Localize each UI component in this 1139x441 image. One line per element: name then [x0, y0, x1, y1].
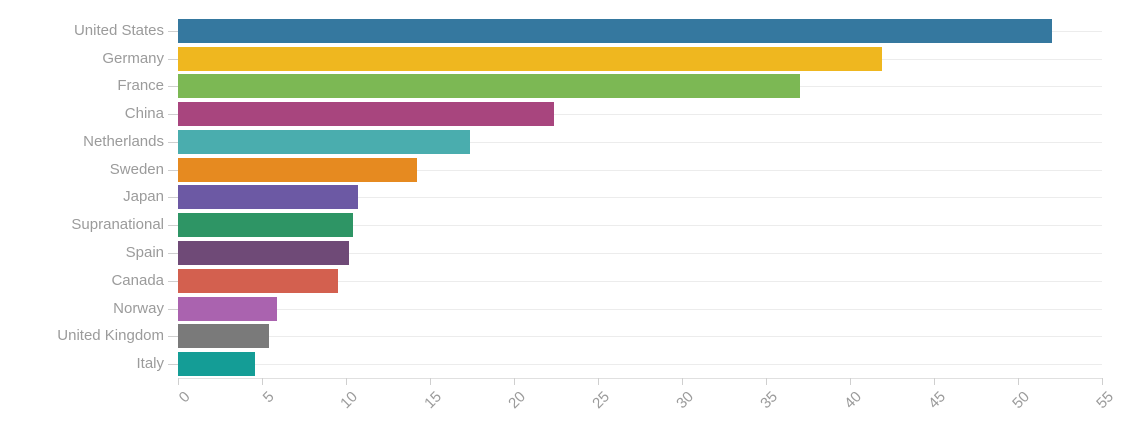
bar-japan[interactable]	[178, 185, 358, 210]
x-axis-tick-label-55: 55	[1093, 388, 1118, 413]
category-row-japan: Japan	[123, 184, 1102, 212]
category-row-netherlands: Netherlands	[83, 128, 1102, 156]
x-axis-tick-label-40: 40	[841, 388, 866, 413]
x-axis-tick-mark-0	[178, 378, 179, 385]
plot-area: United States Germany France China Netherlan…	[57, 17, 1102, 378]
category-gridline	[178, 169, 1102, 171]
bar-china[interactable]	[178, 102, 555, 127]
x-axis-tick-label-20: 20	[505, 388, 530, 413]
category-gridline	[178, 336, 1102, 338]
category-tick-mark	[168, 364, 178, 366]
bar-united-kingdom[interactable]	[178, 324, 269, 349]
bar-france[interactable]	[178, 74, 800, 99]
bar-italy[interactable]	[178, 352, 256, 377]
x-axis-tick-mark-50	[1018, 378, 1019, 385]
x-axis-tick-mark-45	[934, 378, 935, 385]
category-tick-mark	[168, 225, 178, 227]
x-axis-tick-label-15: 15	[421, 388, 446, 413]
x-axis-tick-mark-35	[766, 378, 767, 385]
category-row-united-states: United States	[74, 17, 1102, 45]
category-label-supranational: Supranational	[71, 216, 164, 234]
bar-sweden[interactable]	[178, 157, 417, 182]
category-row-norway: Norway	[113, 295, 1102, 323]
bar-norway[interactable]	[178, 296, 278, 321]
category-label-italy: Italy	[136, 355, 164, 373]
category-row-canada: Canada	[111, 267, 1102, 295]
x-axis-tick-mark-30	[682, 378, 683, 385]
category-gridline	[178, 141, 1102, 143]
category-tick-mark	[168, 114, 178, 116]
category-gridline	[178, 364, 1102, 366]
category-gridline	[178, 308, 1102, 310]
category-label-spain: Spain	[125, 244, 164, 262]
x-axis-tick-mark-55	[1102, 378, 1103, 385]
x-axis-tick-mark-10	[346, 378, 347, 385]
x-axis-tick-label-25: 25	[589, 388, 614, 413]
category-gridline	[178, 253, 1102, 255]
category-row-france: France	[117, 73, 1102, 101]
bar-netherlands[interactable]	[178, 129, 471, 154]
bar-canada[interactable]	[178, 268, 338, 293]
category-label-netherlands: Netherlands	[83, 133, 164, 151]
category-row-germany: Germany	[102, 45, 1102, 73]
x-axis-tick-mark-25	[598, 378, 599, 385]
category-tick-mark	[168, 30, 178, 32]
category-row-spain: Spain	[126, 239, 1102, 267]
category-label-germany: Germany	[102, 49, 164, 67]
category-tick-mark	[168, 141, 178, 143]
category-tick-mark	[168, 253, 178, 255]
x-axis-tick-label-5: 5	[259, 388, 278, 407]
bar-germany[interactable]	[178, 46, 882, 71]
category-tick-mark	[168, 58, 178, 60]
category-gridline	[178, 114, 1102, 116]
category-tick-mark	[168, 308, 178, 310]
x-axis-tick-label-30: 30	[673, 388, 698, 413]
category-label-france: France	[117, 77, 164, 95]
category-row-italy: Italy	[136, 350, 1102, 378]
x-axis-tick-label-45: 45	[925, 388, 950, 413]
category-tick-mark	[168, 336, 178, 338]
x-axis-tick-label-10: 10	[337, 388, 362, 413]
category-label-norway: Norway	[113, 299, 164, 317]
bar-united-states[interactable]	[178, 18, 1052, 43]
category-row-united-kingdom: United Kingdom	[57, 322, 1102, 350]
bar-spain[interactable]	[178, 241, 350, 266]
category-row-supranational: Supranational	[71, 211, 1102, 239]
category-tick-mark	[168, 169, 178, 171]
category-label-japan: Japan	[123, 188, 164, 206]
x-axis-tick-mark-40	[850, 378, 851, 385]
category-label-canada: Canada	[111, 271, 164, 289]
bar-supranational[interactable]	[178, 213, 353, 238]
category-row-china: China	[125, 100, 1102, 128]
category-row-sweden: Sweden	[110, 156, 1102, 184]
x-axis-tick-label-50: 50	[1009, 388, 1034, 413]
category-gridline	[178, 280, 1102, 282]
category-tick-mark	[168, 197, 178, 199]
category-tick-mark	[168, 280, 178, 282]
x-axis-tick-mark-15	[430, 378, 431, 385]
x-axis-line	[178, 378, 1103, 379]
category-label-united-states: United States	[73, 22, 164, 40]
category-label-china: China	[124, 105, 164, 123]
x-axis-tick-mark-20	[514, 378, 515, 385]
x-axis-tick-label-0: 0	[175, 388, 194, 407]
category-label-sweden: Sweden	[109, 160, 164, 178]
category-label-united-kingdom: United Kingdom	[57, 327, 164, 345]
category-gridline	[178, 197, 1102, 199]
x-axis-tick-label-35: 35	[757, 388, 782, 413]
category-tick-mark	[168, 86, 178, 88]
x-axis-tick-mark-5	[262, 378, 263, 385]
category-gridline	[178, 225, 1102, 227]
